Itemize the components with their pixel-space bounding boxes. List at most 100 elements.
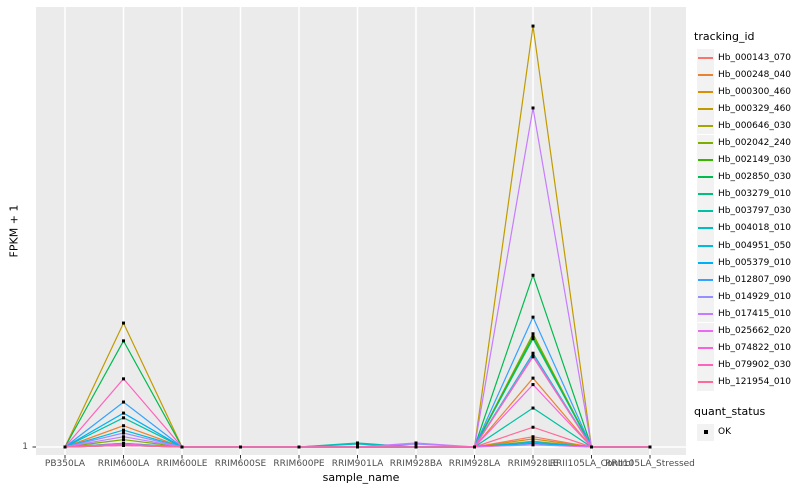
x-tick-label-RRIM600SE: RRIM600SE <box>214 459 267 469</box>
legend-entry-Hb_004951_050: Hb_004951_050 <box>697 237 798 255</box>
data-point <box>531 355 535 359</box>
legend-line-swatch <box>698 124 713 127</box>
panel-background <box>36 7 686 455</box>
data-point <box>531 337 535 341</box>
legend-line-swatch <box>698 312 713 315</box>
data-point <box>180 445 184 449</box>
legend-entry-Hb_000646_030: Hb_000646_030 <box>697 117 798 135</box>
legend-key-box <box>697 83 714 101</box>
data-point <box>122 428 125 432</box>
legend-line-swatch <box>698 347 713 350</box>
quant-status-legend-list: OK <box>690 423 798 441</box>
legend-entry-Hb_000329_460: Hb_000329_460 <box>697 100 798 118</box>
x-tick-label-RRIM600LE: RRIM600LE <box>156 459 208 469</box>
legend-entry-label: Hb_000248_040 <box>718 69 792 80</box>
data-point <box>122 438 125 442</box>
axis-ticks <box>32 446 651 459</box>
data-point <box>297 445 301 449</box>
data-point <box>531 351 535 355</box>
data-point <box>122 377 125 381</box>
legend-line-swatch <box>698 176 713 179</box>
legend-key-box <box>697 134 714 152</box>
x-tick-label-RRIM928BA: RRIM928BA <box>389 459 443 469</box>
legend-entry-Hb_005379_010: Hb_005379_010 <box>697 254 798 272</box>
data-point <box>531 435 535 439</box>
data-point <box>122 431 125 435</box>
y-tick-label: 1 <box>22 442 28 452</box>
legend-entry-Hb_002850_030: Hb_002850_030 <box>697 168 798 186</box>
legend-line-swatch <box>698 227 713 230</box>
data-point <box>122 416 125 420</box>
x-tick-label-PB350LA: PB350LA <box>44 459 86 469</box>
legend-key-box <box>697 185 714 203</box>
x-tick-label-RRII105LA_Control: RRII105LA_Control <box>549 459 634 469</box>
legend-key-box <box>697 237 714 255</box>
x-tick-label-RRIM600PE: RRIM600PE <box>273 459 325 469</box>
data-point <box>473 445 476 449</box>
y-axis-title: FPKM + 1 <box>7 204 21 258</box>
legend-key-box <box>697 100 714 118</box>
x-tick-label-RRIM928LE: RRIM928LE <box>507 459 559 469</box>
legend-entry-Hb_003797_030: Hb_003797_030 <box>697 202 798 220</box>
data-point <box>122 424 125 428</box>
legend-entry-label: Hb_121954_010 <box>718 377 792 388</box>
legend-key-box <box>697 271 714 289</box>
legend-key-box <box>697 373 714 391</box>
data-point <box>122 339 125 343</box>
legend-key-box <box>697 168 714 186</box>
data-point <box>356 442 359 446</box>
legend-key-box <box>697 49 714 67</box>
x-tick-label-RRII105LA_Stressed: RRII105LA_Stressed <box>605 459 695 469</box>
legend-line-swatch <box>698 364 713 367</box>
legend-entry-label: OK <box>718 427 731 438</box>
legend-entry-Hb_014929_010: Hb_014929_010 <box>697 288 798 306</box>
legend-key-box <box>697 66 714 84</box>
legend-entry-Hb_121954_010: Hb_121954_010 <box>697 373 798 391</box>
legend-key-box <box>697 305 714 323</box>
legend-line-swatch <box>698 107 713 110</box>
data-point <box>356 445 359 449</box>
legend-entry-label: Hb_000646_030 <box>718 120 792 131</box>
data-point <box>63 445 67 449</box>
legend-entry-label: Hb_025662_020 <box>718 326 792 337</box>
legend-entry-Hb_002149_030: Hb_002149_030 <box>697 151 798 169</box>
legend-key-box <box>697 288 714 306</box>
legend-line-swatch <box>698 193 713 196</box>
legend-line-swatch <box>698 159 713 162</box>
data-point <box>531 437 535 441</box>
legend-entry-label: Hb_003797_030 <box>718 206 792 217</box>
legend-entry-label: Hb_000300_460 <box>718 86 792 97</box>
data-point <box>531 24 535 28</box>
legend-entry-label: Hb_002042_240 <box>718 138 792 149</box>
data-point <box>531 106 535 110</box>
legend-title-quant-status: quant_status <box>694 404 766 418</box>
legend-entry-label: Hb_000329_460 <box>718 103 792 114</box>
legend-entry-label: Hb_004951_050 <box>718 240 792 251</box>
legend-key-box <box>697 151 714 169</box>
data-point <box>414 441 418 445</box>
legend-line-swatch <box>698 210 713 213</box>
data-point <box>648 445 652 449</box>
x-tick-label-RRIM600LA: RRIM600LA <box>97 459 150 469</box>
gridlines <box>36 7 686 455</box>
data-points <box>63 24 652 449</box>
legend-line-swatch <box>698 56 713 59</box>
legend-key-box <box>697 356 714 374</box>
legend-line-swatch <box>698 261 713 264</box>
x-axis-title: sample_name <box>322 471 400 484</box>
legend-entry-label: Hb_017415_010 <box>718 308 792 319</box>
legend-entry-Hb_012807_090: Hb_012807_090 <box>697 271 798 289</box>
legend-entry-quant-status: OK <box>697 423 798 441</box>
legend-line-swatch <box>698 90 713 93</box>
legend-entry-Hb_074822_010: Hb_074822_010 <box>697 339 798 357</box>
data-point <box>531 273 535 277</box>
tracking-id-legend-list: Hb_000143_070 Hb_000248_040 Hb_000300_460 H… <box>690 49 798 391</box>
legend-line-swatch <box>698 142 713 145</box>
legend-entry-label: Hb_012807_090 <box>718 274 792 285</box>
legend-entry-Hb_000143_070: Hb_000143_070 <box>697 49 798 67</box>
legend-entry-label: Hb_000143_070 <box>718 52 792 63</box>
legend-entry-Hb_004018_010: Hb_004018_010 <box>697 219 798 237</box>
legend-entry-label: Hb_002850_030 <box>718 172 792 183</box>
data-point <box>414 445 418 449</box>
x-tick-label-RRIM928LA: RRIM928LA <box>448 459 501 469</box>
